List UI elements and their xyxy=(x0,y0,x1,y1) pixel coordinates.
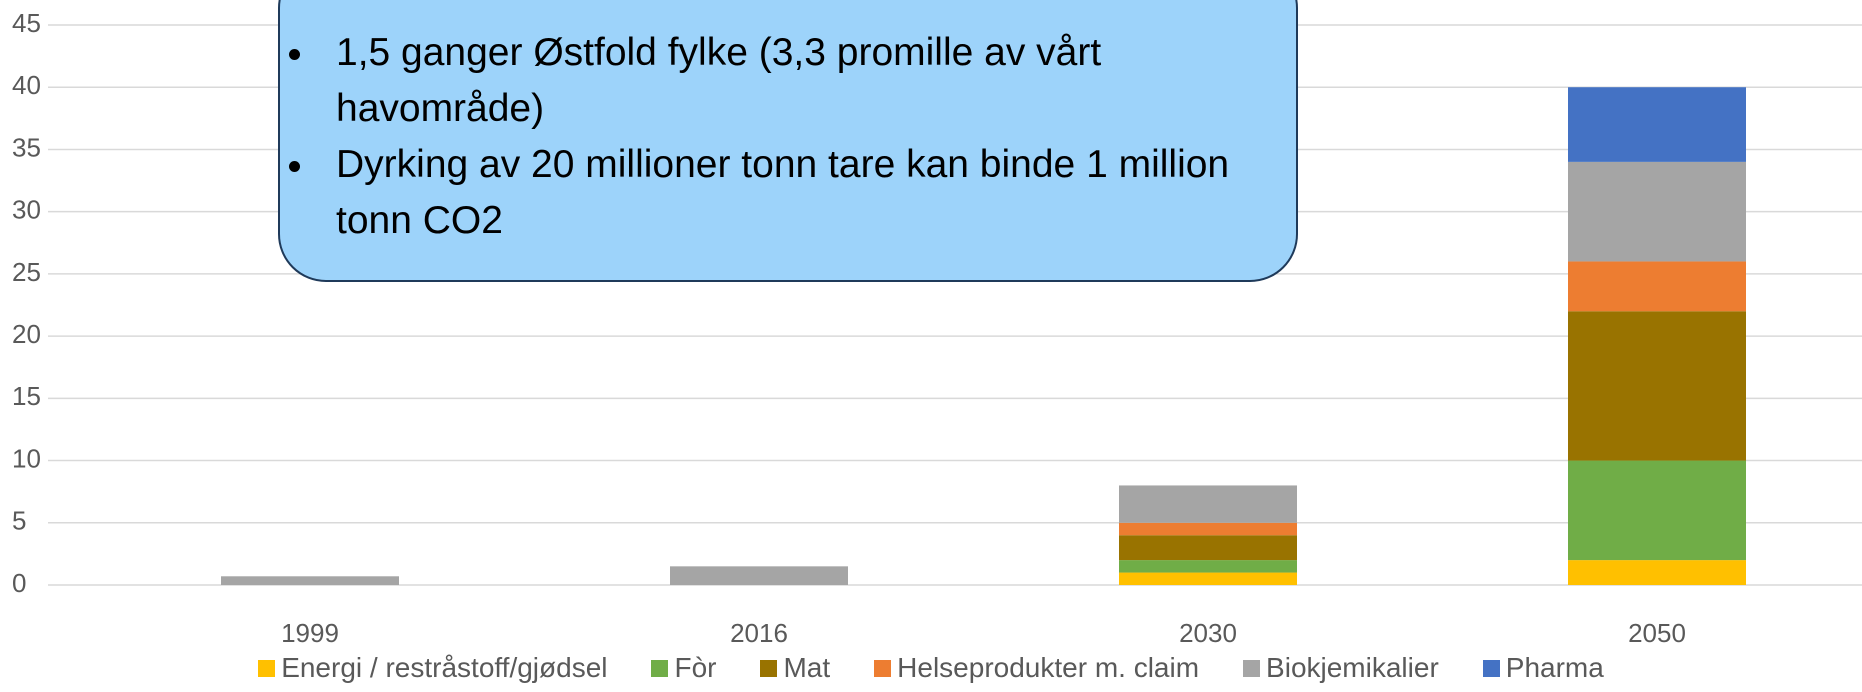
legend-label: Biokjemikalier xyxy=(1266,652,1439,683)
callout: 1,5 ganger Østfold fylke (3,3 promille a… xyxy=(278,0,1298,282)
legend-swatch xyxy=(1243,659,1261,677)
legend-item: Fòr xyxy=(651,652,716,684)
x-tick-label: 2016 xyxy=(730,618,788,648)
y-tick-label: 15 xyxy=(12,381,41,411)
y-tick-label: 0 xyxy=(12,568,26,598)
legend-item: Energi / restråstoff/gjødsel xyxy=(258,652,607,684)
bar-segment xyxy=(1119,535,1297,561)
bar-segment xyxy=(670,566,848,585)
bar-segment xyxy=(1568,311,1746,461)
legend-label: Pharma xyxy=(1505,652,1604,683)
y-tick-label: 40 xyxy=(12,70,41,100)
y-tick-label: 25 xyxy=(12,257,41,287)
y-tick-label: 30 xyxy=(12,195,41,225)
y-tick-label: 20 xyxy=(12,319,41,349)
callout-bullet: Dyrking av 20 millioner tonn tare kan bi… xyxy=(318,137,1268,249)
bar-segment xyxy=(1568,560,1746,585)
x-tick-label: 1999 xyxy=(281,618,339,648)
y-tick-label: 5 xyxy=(12,506,26,536)
bar-segment xyxy=(1568,161,1746,262)
bar-segment xyxy=(1568,87,1746,162)
legend: Energi / restråstoff/gjødsel Fòr Mat Helsep… xyxy=(0,652,1862,684)
y-tick-label: 35 xyxy=(12,132,41,162)
bar-segment xyxy=(221,576,399,585)
legend-label: Fòr xyxy=(674,652,717,683)
legend-label: Energi / restråstoff/gjødsel xyxy=(281,652,608,683)
legend-swatch xyxy=(760,659,778,677)
bar-segment xyxy=(1119,522,1297,536)
legend-label: Mat xyxy=(783,652,831,683)
legend-item: Helseprodukter m. claim xyxy=(874,652,1199,684)
legend-swatch xyxy=(874,659,892,677)
legend-item: Mat xyxy=(760,652,830,684)
callout-list: 1,5 ganger Østfold fylke (3,3 promille a… xyxy=(284,25,1268,249)
y-tick-label: 45 xyxy=(12,8,41,38)
legend-item: Pharma xyxy=(1482,652,1604,684)
bar-segment xyxy=(1119,485,1297,523)
legend-item: Biokjemikalier xyxy=(1243,652,1439,684)
legend-label: Helseprodukter m. claim xyxy=(897,652,1200,683)
legend-swatch xyxy=(1482,659,1500,677)
bar-segment xyxy=(1119,572,1297,585)
x-tick-label: 2050 xyxy=(1628,618,1686,648)
legend-swatch xyxy=(651,659,669,677)
callout-bullet: 1,5 ganger Østfold fylke (3,3 promille a… xyxy=(318,25,1268,137)
legend-swatch xyxy=(258,659,276,677)
x-tick-label: 2030 xyxy=(1179,618,1237,648)
bar-segment xyxy=(1568,261,1746,312)
y-tick-label: 10 xyxy=(12,443,41,473)
bar-segment xyxy=(1119,560,1297,573)
bar-segment xyxy=(1568,460,1746,561)
